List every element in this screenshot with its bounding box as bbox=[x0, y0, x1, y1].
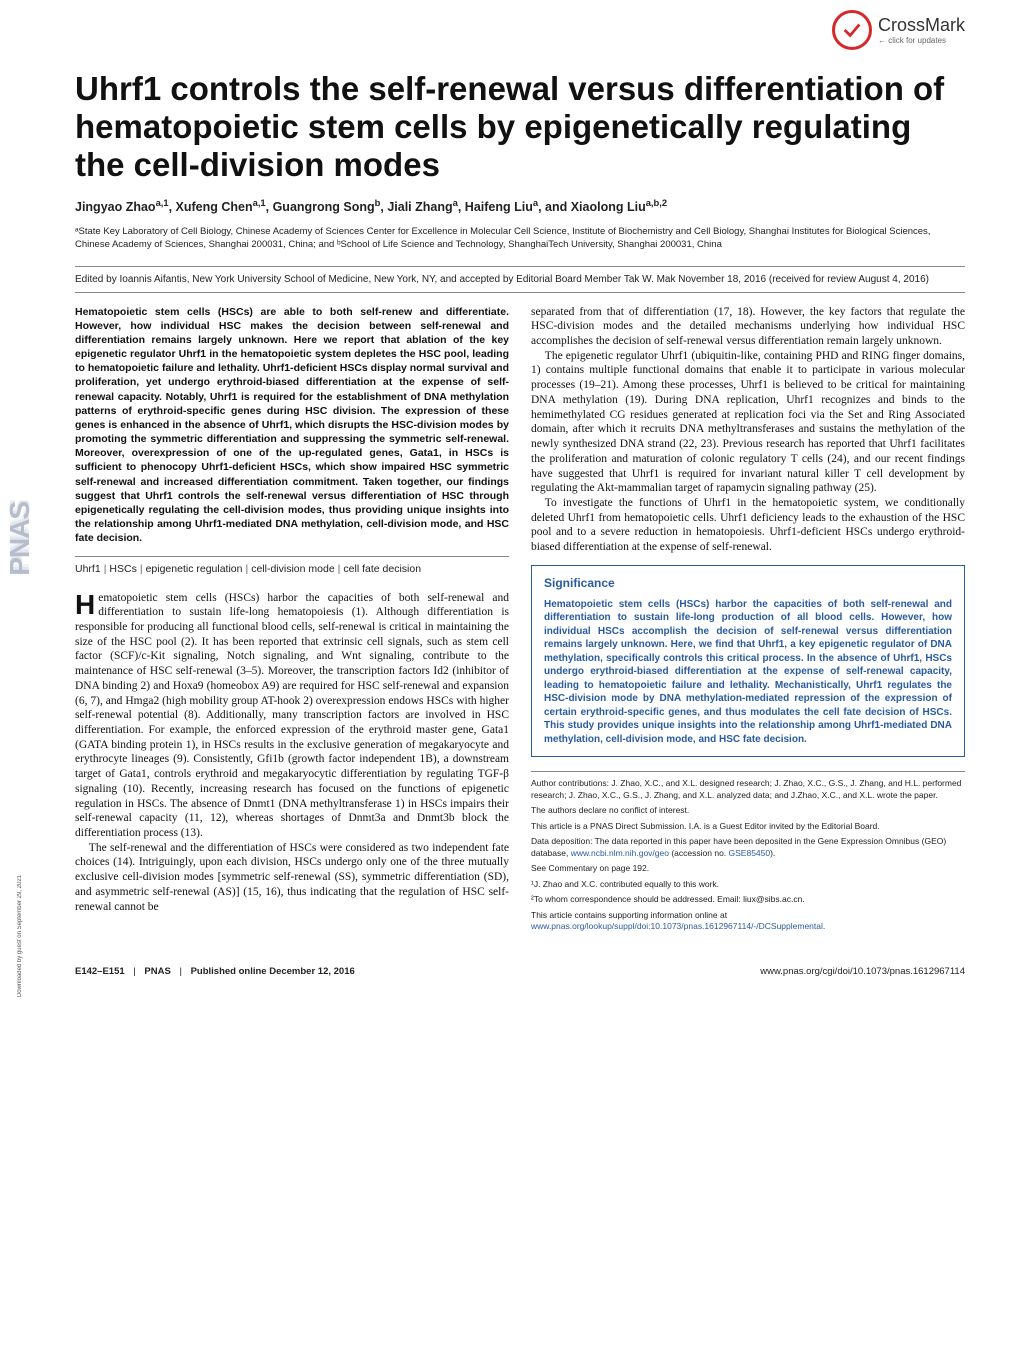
crossmark-badge[interactable]: CrossMark ← click for updates bbox=[832, 10, 965, 50]
intro-p1: Hematopoietic stem cells (HSCs) harbor t… bbox=[75, 591, 509, 841]
accession-link[interactable]: GSE85450 bbox=[729, 848, 771, 858]
crossmark-icon bbox=[832, 10, 872, 50]
article-title: Uhrf1 controls the self-renewal versus d… bbox=[75, 70, 965, 184]
si-prefix: This article contains supporting informa… bbox=[531, 910, 727, 920]
left-column: Hematopoietic stem cells (HSCs) are able… bbox=[75, 305, 509, 937]
right-p2: The epigenetic regulator Uhrf1 (ubiquiti… bbox=[531, 349, 965, 496]
right-p3: To investigate the functions of Uhrf1 in… bbox=[531, 496, 965, 555]
data-suffix: ). bbox=[770, 848, 775, 858]
equal-contribution: ¹J. Zhao and X.C. contributed equally to… bbox=[531, 879, 965, 890]
corresponding-author: ²To whom correspondence should be addres… bbox=[531, 894, 965, 905]
footnotes: Author contributions: J. Zhao, X.C., and… bbox=[531, 771, 965, 932]
download-note: Downloaded by guest on September 29, 202… bbox=[17, 875, 23, 997]
significance-text: Hematopoietic stem cells (HSCs) harbor t… bbox=[544, 598, 952, 747]
commentary-note: See Commentary on page 192. bbox=[531, 863, 965, 874]
supporting-info: This article contains supporting informa… bbox=[531, 910, 965, 933]
two-column-body: Hematopoietic stem cells (HSCs) are able… bbox=[75, 305, 965, 937]
keywords: Uhrf1|HSCs|epigenetic regulation|cell-di… bbox=[75, 556, 509, 575]
conflict-of-interest: The authors declare no conflict of inter… bbox=[531, 805, 965, 816]
affiliations: ᵃState Key Laboratory of Cell Biology, C… bbox=[75, 226, 965, 252]
pnas-logo: PNAS bbox=[4, 502, 36, 576]
si-link[interactable]: www.pnas.org/lookup/suppl/doi:10.1073/pn… bbox=[531, 921, 823, 931]
footer-pubdate: Published online December 12, 2016 bbox=[191, 966, 355, 977]
footer-left: E142–E151 | PNAS | Published online Dece… bbox=[75, 966, 355, 977]
crossmark-label: CrossMark bbox=[878, 15, 965, 36]
data-middle: (accession no. bbox=[669, 848, 729, 858]
crossmark-sub: ← click for updates bbox=[878, 36, 965, 45]
crossmark-text: CrossMark ← click for updates bbox=[878, 15, 965, 45]
body-text-right: separated from that of differentiation (… bbox=[531, 305, 965, 555]
right-p1: separated from that of differentiation (… bbox=[531, 305, 965, 349]
si-suffix: . bbox=[823, 921, 825, 931]
body-text-left: Hematopoietic stem cells (HSCs) harbor t… bbox=[75, 591, 509, 915]
geo-link[interactable]: www.ncbi.nlm.nih.gov/geo bbox=[571, 848, 669, 858]
intro-p1-rest: ematopoietic stem cells (HSCs) harbor th… bbox=[75, 592, 509, 840]
data-deposition: Data deposition: The data reported in th… bbox=[531, 836, 965, 859]
significance-box: Significance Hematopoietic stem cells (H… bbox=[531, 565, 965, 758]
submission-note: This article is a PNAS Direct Submission… bbox=[531, 821, 965, 832]
dropcap: H bbox=[75, 591, 98, 617]
intro-p2: The self-renewal and the differentiation… bbox=[75, 841, 509, 915]
pnas-sidebar: PNAS Downloaded by guest on September 29… bbox=[0, 0, 40, 1007]
footer-doi: www.pnas.org/cgi/doi/10.1073/pnas.161296… bbox=[760, 966, 965, 977]
footer-pages: E142–E151 bbox=[75, 966, 125, 977]
footer-journal: PNAS bbox=[144, 966, 170, 977]
edited-note: Edited by Ioannis Aifantis, New York Uni… bbox=[75, 266, 965, 293]
author-contributions: Author contributions: J. Zhao, X.C., and… bbox=[531, 778, 965, 801]
author-list: Jingyao Zhaoa,1, Xufeng Chena,1, Guangro… bbox=[75, 198, 965, 214]
right-column: separated from that of differentiation (… bbox=[531, 305, 965, 937]
page-footer: E142–E151 | PNAS | Published online Dece… bbox=[75, 960, 965, 977]
significance-title: Significance bbox=[544, 576, 952, 590]
abstract: Hematopoietic stem cells (HSCs) are able… bbox=[75, 305, 509, 546]
